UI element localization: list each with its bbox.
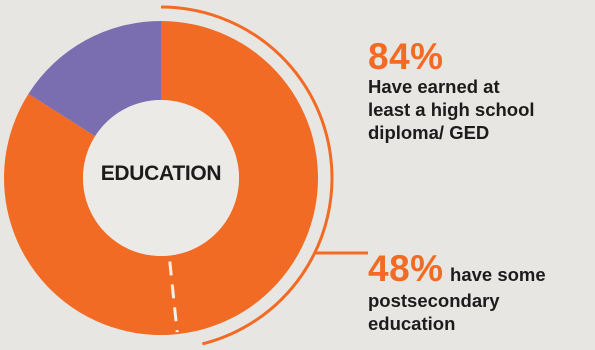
donut-hole <box>83 100 239 256</box>
callout-postsecondary-value: 48% <box>368 248 444 289</box>
donut-slice-1 <box>28 21 161 137</box>
callout-postsecondary-text-inline: have some <box>450 264 546 285</box>
callout-high-school-value: 84% <box>368 36 444 77</box>
callout-postsecondary: 48% have some postsecondary education <box>368 250 593 335</box>
callout-arc <box>160 5 334 346</box>
callout-high-school: 84% Have earned at least a high school d… <box>368 38 588 144</box>
callout-high-school-text: Have earned at least a high school diplo… <box>368 76 535 143</box>
donut-slices <box>3 21 319 335</box>
postsecondary-divider-dashed-line <box>168 261 179 333</box>
donut-center-label: EDUCATION <box>100 162 222 185</box>
callout-postsecondary-text: postsecondary education <box>368 290 500 334</box>
donut-slice-0 <box>3 21 319 335</box>
